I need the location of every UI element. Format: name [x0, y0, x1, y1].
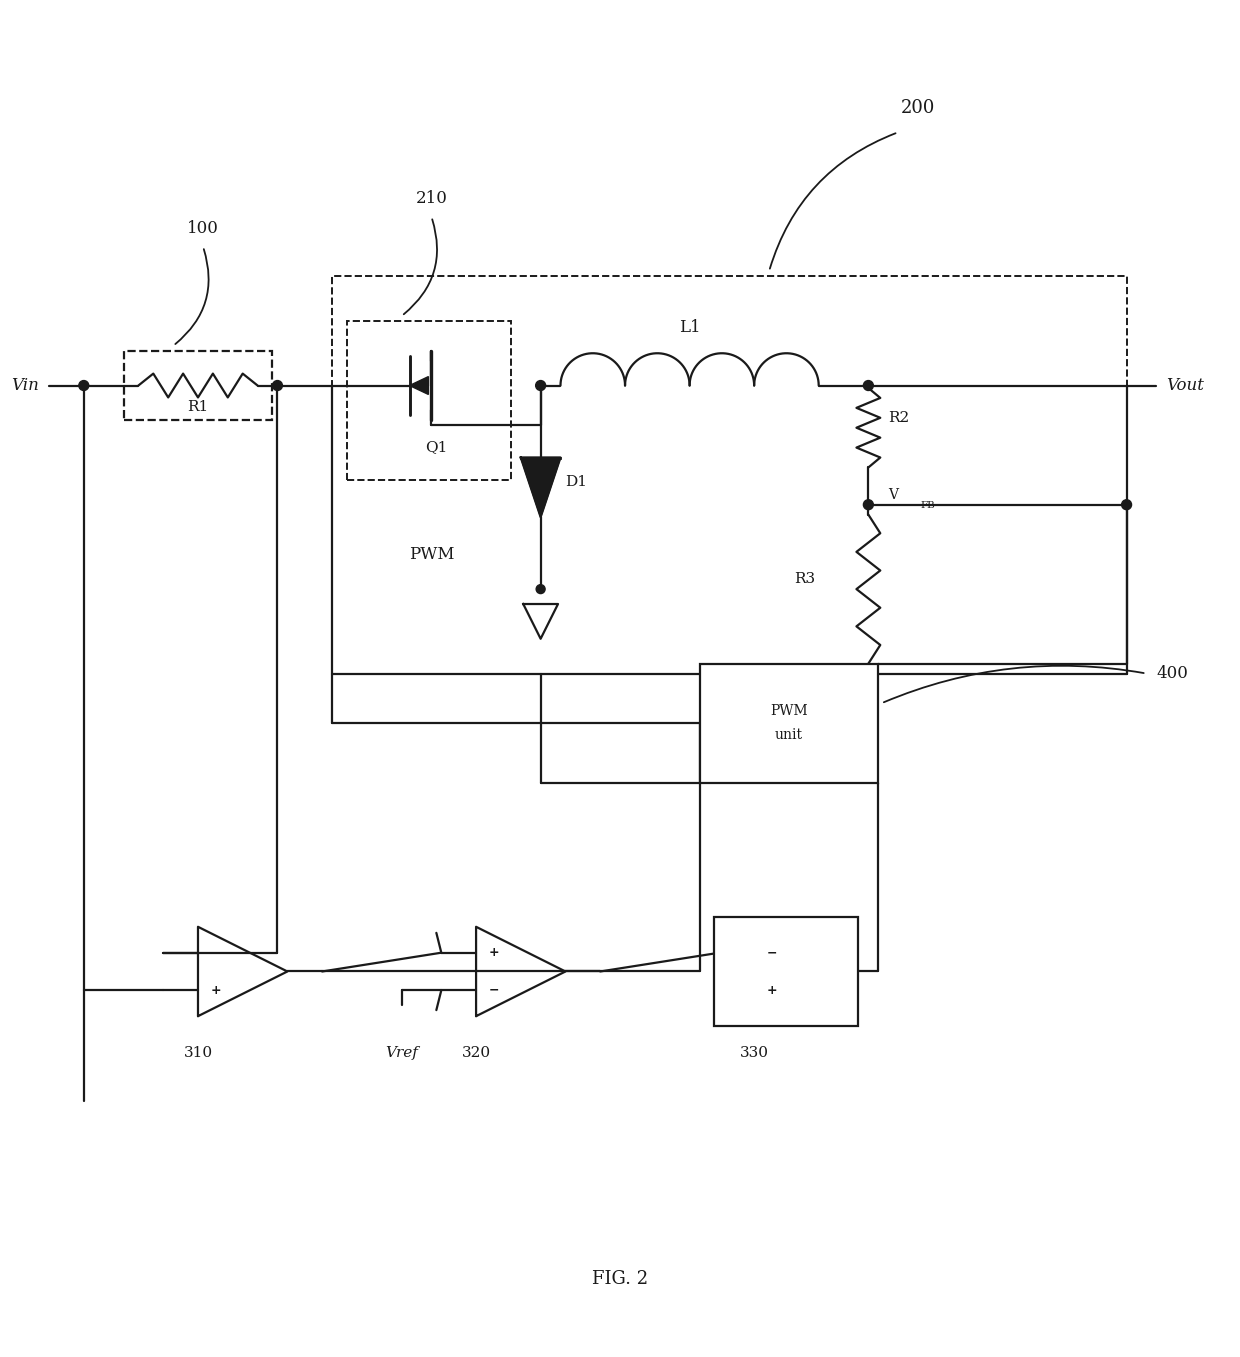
Text: 210: 210 [415, 190, 448, 206]
Text: Vout: Vout [1167, 377, 1204, 394]
Text: −: − [489, 984, 500, 997]
Text: R3: R3 [794, 573, 815, 586]
Text: 200: 200 [900, 99, 935, 117]
Bar [124, 350, 273, 421]
Text: 310: 310 [184, 1046, 212, 1060]
Text: 320: 320 [461, 1046, 491, 1060]
Text: Vin: Vin [11, 377, 40, 394]
Text: 400: 400 [1157, 665, 1188, 683]
Text: FB: FB [920, 501, 935, 510]
Text: D1: D1 [565, 475, 588, 490]
Text: 100: 100 [187, 220, 219, 236]
Text: R2: R2 [888, 411, 909, 425]
Bar [347, 322, 511, 480]
Text: +: + [766, 984, 777, 997]
Bar [699, 664, 878, 783]
Text: FIG. 2: FIG. 2 [591, 1270, 649, 1288]
Circle shape [273, 380, 283, 391]
Text: 330: 330 [739, 1046, 769, 1060]
Bar [714, 917, 858, 1026]
Circle shape [863, 499, 873, 510]
Text: L1: L1 [678, 319, 701, 337]
Text: V: V [888, 487, 898, 502]
Text: −: − [766, 946, 777, 959]
Text: +: + [211, 984, 221, 997]
Circle shape [863, 380, 873, 391]
Text: R1: R1 [187, 400, 208, 414]
Circle shape [536, 380, 546, 391]
Text: PWM: PWM [770, 704, 807, 718]
Circle shape [1122, 499, 1132, 510]
Text: PWM: PWM [409, 546, 454, 563]
Text: Q1: Q1 [425, 440, 448, 455]
Text: unit: unit [775, 729, 804, 742]
Circle shape [536, 585, 546, 593]
Text: Vref: Vref [386, 1046, 418, 1060]
Polygon shape [521, 457, 560, 517]
Text: −: − [211, 946, 221, 959]
Bar [332, 277, 1127, 673]
Polygon shape [409, 377, 428, 395]
Text: +: + [489, 946, 500, 959]
Circle shape [79, 380, 89, 391]
